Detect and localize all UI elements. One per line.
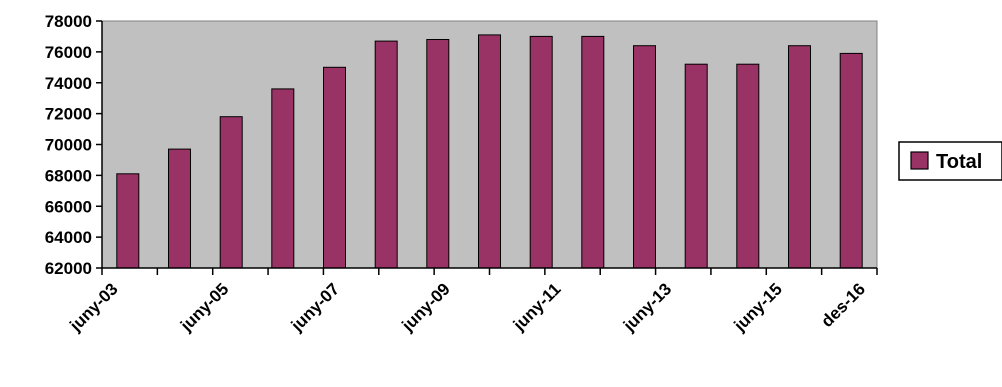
legend-label: Total [936, 151, 982, 173]
legend: Total [898, 141, 1002, 181]
bar-juny-13 [633, 45, 656, 269]
bar-juny-09 [426, 39, 450, 269]
x-tick-label: juny-03 [65, 279, 121, 335]
y-tick-label: 76000 [45, 43, 92, 62]
y-tick-label: 70000 [45, 136, 92, 155]
y-tick-label: 62000 [45, 259, 92, 278]
y-tick-label: 78000 [45, 12, 92, 31]
x-tick-label: juny-05 [176, 279, 232, 335]
x-tick-label: des-16 [817, 279, 869, 331]
bar-juny-03 [116, 173, 140, 269]
bar-juny-04 [168, 148, 191, 269]
bar-juny-05 [219, 116, 243, 269]
legend-box [898, 141, 1002, 181]
x-tick-label: juny-07 [287, 279, 343, 335]
x-tick-label: juny-11 [509, 279, 565, 335]
x-tick-label: juny-09 [398, 279, 454, 335]
y-tick-label: 64000 [45, 228, 92, 247]
y-tick-label: 68000 [45, 166, 92, 185]
bars-group [116, 34, 863, 269]
x-tick-label: juny-13 [619, 279, 675, 335]
bar-juny-14 [684, 63, 708, 269]
bar-juny-12 [581, 35, 605, 269]
y-axis: 62000 64000 66000 68000 70000 72000 74000 76000… [45, 12, 103, 278]
y-tick-label: 74000 [45, 74, 92, 93]
x-tick-label: juny-15 [730, 279, 786, 335]
bar-juny-06 [271, 88, 295, 269]
bar-juny-08 [374, 40, 398, 269]
bar-juny-16 [788, 45, 811, 269]
bar-juny-07 [323, 66, 346, 269]
y-tick-label: 72000 [45, 105, 92, 124]
bar-juny-10 [478, 34, 501, 269]
bar-juny-15 [736, 63, 760, 269]
bar-juny-11 [529, 35, 553, 269]
bar-des-16 [839, 52, 863, 269]
y-tick-label: 66000 [45, 197, 92, 216]
legend-swatch [910, 151, 929, 170]
x-axis: juny-03 juny-05 juny-07 juny-09 juny-11 juny-… [65, 267, 878, 336]
